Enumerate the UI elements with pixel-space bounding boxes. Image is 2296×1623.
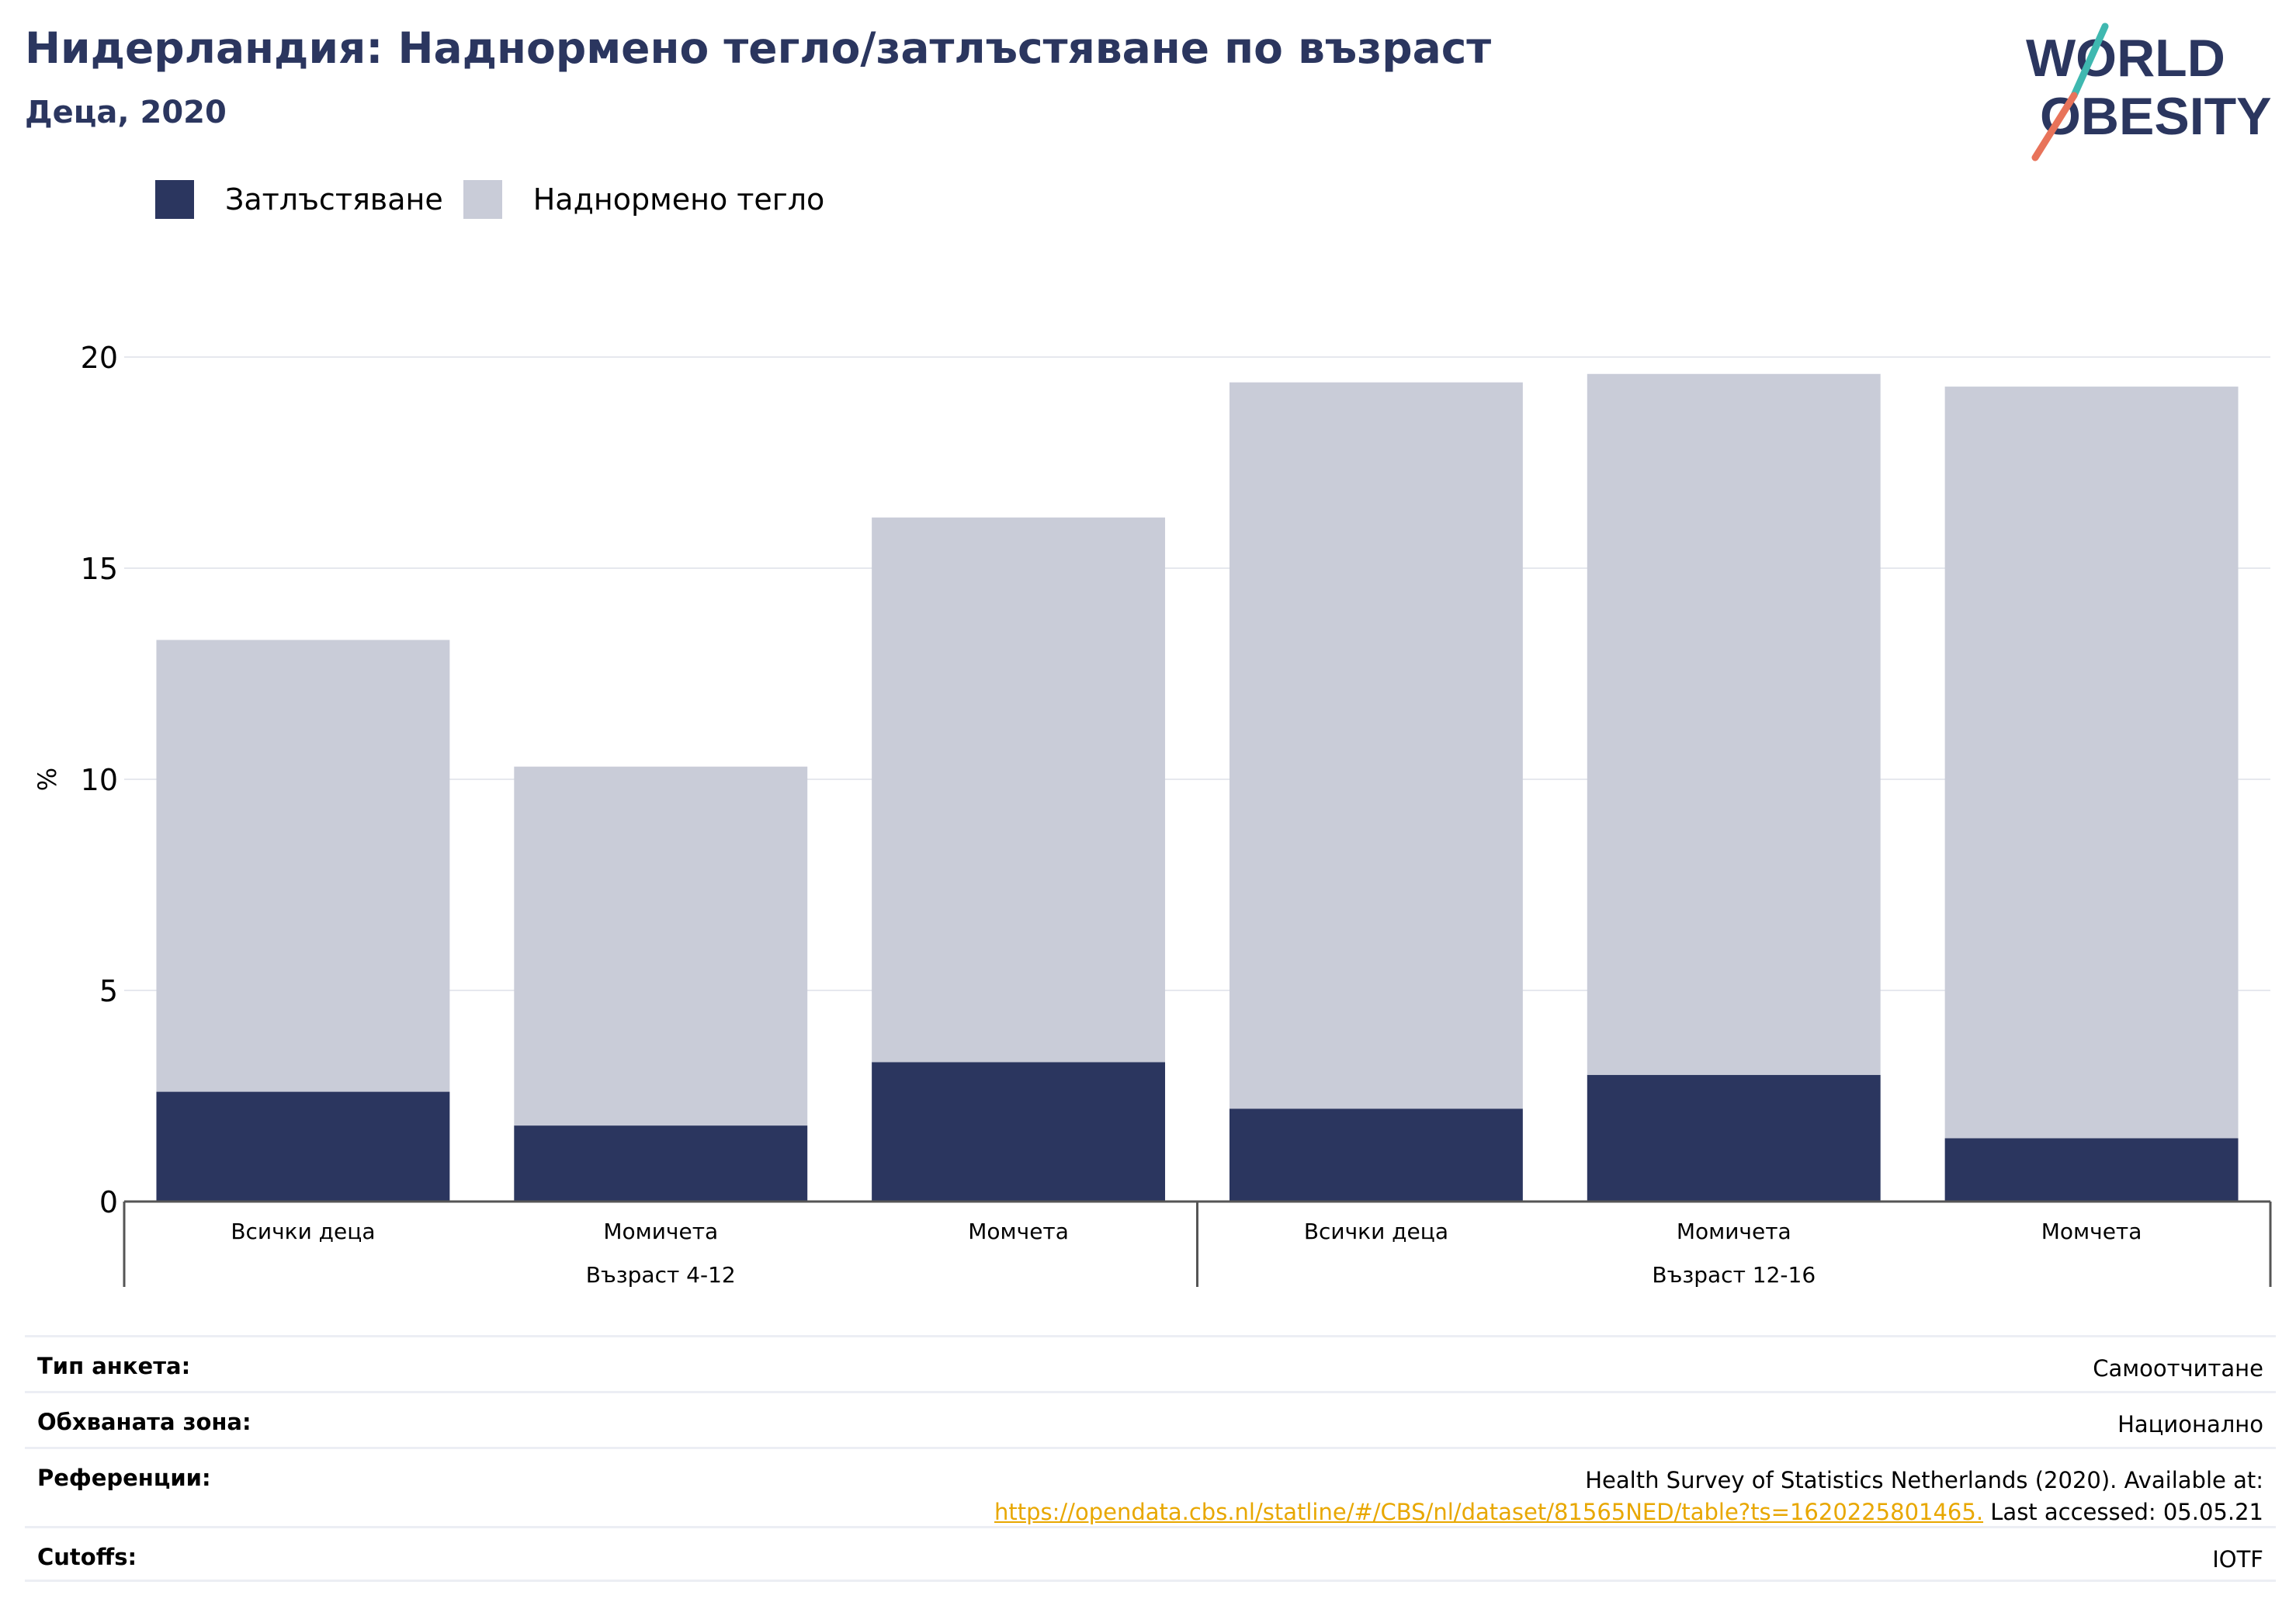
legend: Затлъстяване Наднормено тегло xyxy=(155,179,845,220)
references-text: Health Survey of Statistics Netherlands … xyxy=(1585,1467,2263,1493)
info-row-coverage: Обхваната зона: Национално xyxy=(25,1391,2276,1447)
bar-overweight xyxy=(1944,387,2239,1139)
x-tick-label: Момичета xyxy=(603,1219,718,1244)
group-label: Възраст 4-12 xyxy=(586,1262,736,1288)
bar-obesity xyxy=(156,1091,450,1202)
legend-swatch-overweight xyxy=(463,180,502,219)
bar-obesity xyxy=(1229,1108,1523,1202)
bar-overweight xyxy=(1587,373,1881,1075)
bar-overweight xyxy=(872,517,1166,1063)
x-tick-label: Момичета xyxy=(1677,1219,1791,1244)
group-label: Възраст 12-16 xyxy=(1652,1262,1816,1288)
references-label: Референции: xyxy=(37,1465,211,1491)
references-suffix: Last accessed: 05.05.21 xyxy=(1983,1498,2263,1525)
info-row-references: Референции: Health Survey of Statistics … xyxy=(25,1447,2276,1526)
chart-title: Нидерландия: Наднормено тегло/затлъстява… xyxy=(25,23,1492,73)
chart-subtitle: Деца, 2020 xyxy=(25,95,227,130)
bar-chart: 0 5 10 15 20% Всички деца Момичета Момчета Всичк… xyxy=(33,341,2272,1288)
bar-obesity xyxy=(872,1062,1166,1202)
cutoffs-label: Cutoffs: xyxy=(37,1544,137,1570)
references-link[interactable]: https://opendata.cbs.nl/statline/#/CBS/n… xyxy=(994,1498,1984,1525)
coverage-label: Обхваната зона: xyxy=(37,1409,251,1435)
legend-label-obesity: Затлъстяване xyxy=(225,182,443,217)
legend-swatch-obesity xyxy=(155,180,194,219)
info-table: Тип анкета: Самоотчитане Обхваната зона:… xyxy=(25,1335,2276,1582)
x-tick-label: Момчета xyxy=(2041,1219,2142,1244)
coverage-value: Национално xyxy=(2117,1411,2263,1437)
y-tick-label: 20 xyxy=(81,341,118,375)
info-row-survey-type: Тип анкета: Самоотчитане xyxy=(25,1335,2276,1391)
bar-obesity xyxy=(1944,1138,2239,1202)
cutoffs-value: IOTF xyxy=(2212,1546,2263,1573)
y-tick-label: 15 xyxy=(81,552,118,586)
bar-overweight xyxy=(156,640,450,1092)
x-tick-label: Всички деца xyxy=(1304,1219,1448,1244)
references-value: Health Survey of Statistics Netherlands … xyxy=(994,1465,2263,1526)
world-obesity-logo: WORLD OBESITY xyxy=(2026,23,2272,161)
survey-type-label: Тип анкета: xyxy=(37,1353,191,1379)
y-tick-label: 10 xyxy=(81,763,118,797)
legend-item-obesity: Затлъстяване xyxy=(155,180,443,219)
x-tick-label: Всички деца xyxy=(231,1219,375,1244)
survey-type-value: Самоотчитане xyxy=(2093,1355,2263,1382)
y-tick-label: 5 xyxy=(99,974,118,1008)
bar-obesity xyxy=(1587,1074,1881,1202)
legend-label-overweight: Наднормено тегло xyxy=(532,182,825,217)
bar-overweight xyxy=(514,766,808,1126)
y-axis-label: % xyxy=(33,768,62,791)
bar-obesity xyxy=(514,1125,808,1202)
legend-item-overweight: Наднормено тегло xyxy=(463,180,825,219)
x-tick-label: Момчета xyxy=(968,1219,1069,1244)
svg-text:WORLD: WORLD xyxy=(2026,29,2225,88)
bar-overweight xyxy=(1229,382,1523,1109)
svg-text:OBESITY: OBESITY xyxy=(2040,87,2272,146)
y-tick-label: 0 xyxy=(99,1185,118,1219)
info-row-cutoffs: Cutoffs: IOTF xyxy=(25,1526,2276,1582)
